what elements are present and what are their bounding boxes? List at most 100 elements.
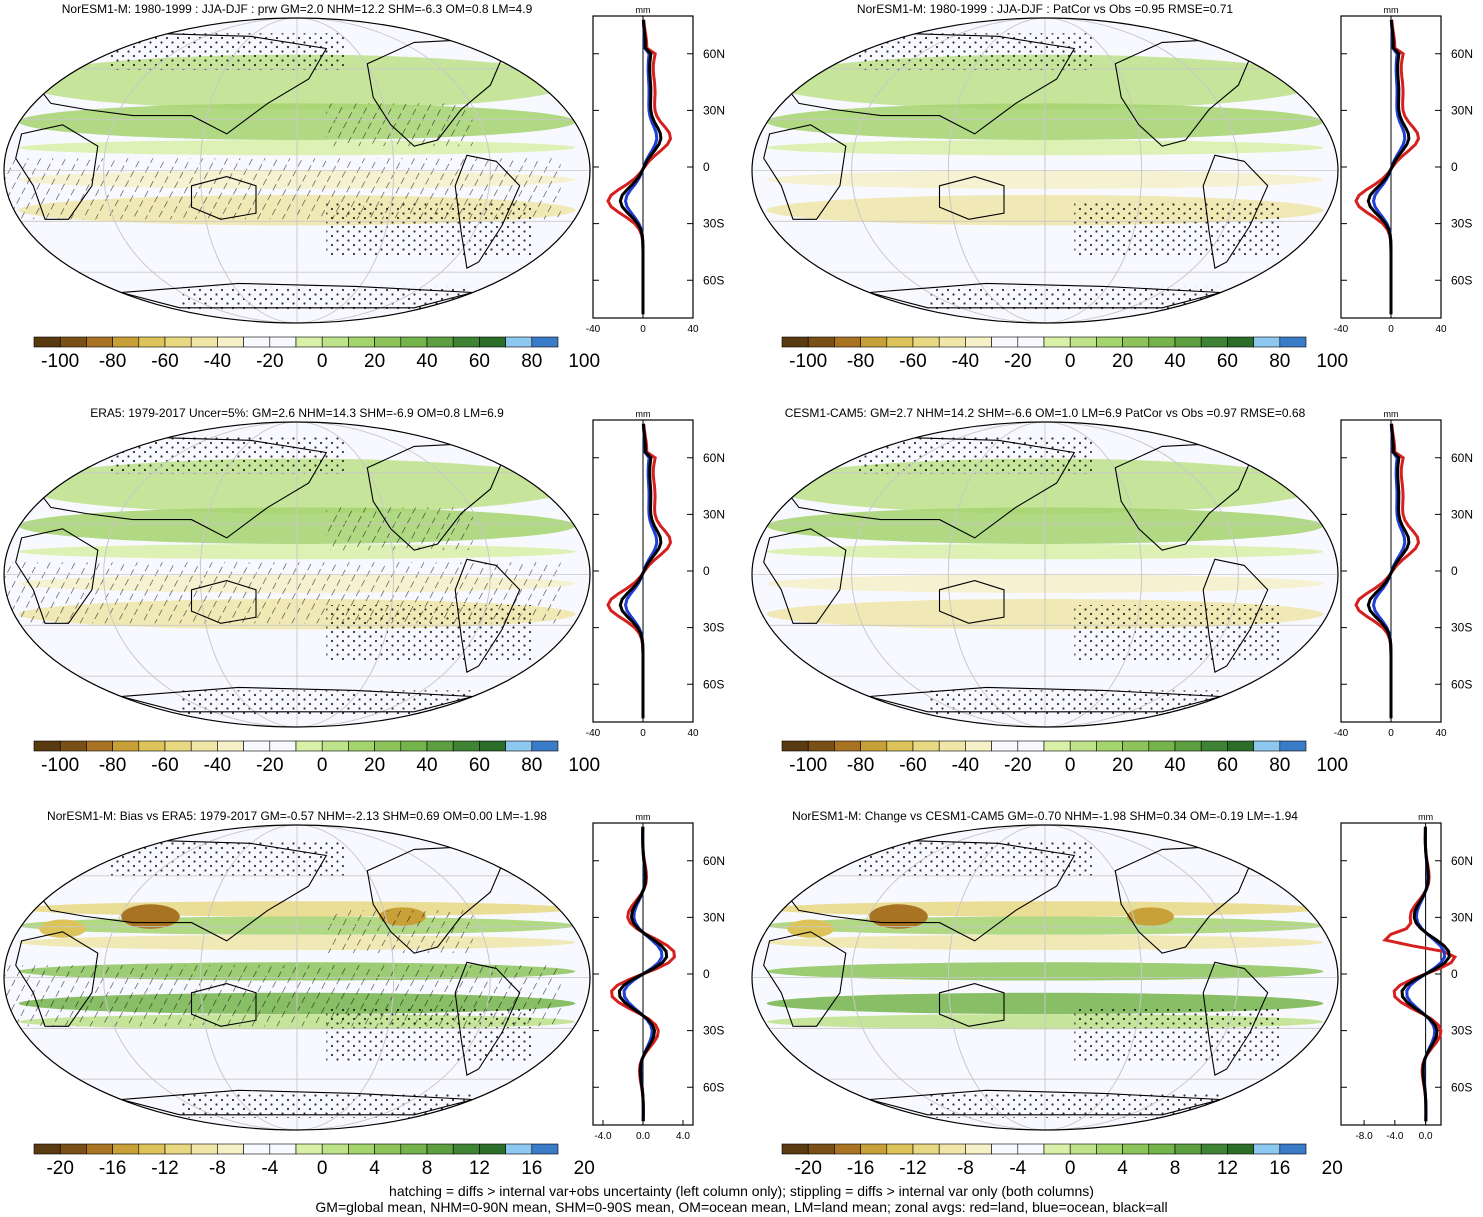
zonal-line-land (606, 423, 673, 719)
panel-6: NorESM1-M: Change vs CESM1-CAM5 GM=-0.70… (751, 809, 1473, 1179)
colorbar-tick-label: 40 (1164, 351, 1185, 372)
colorbar-swatch (912, 336, 940, 348)
zonal-xtick-label: 40 (1435, 728, 1447, 739)
longitude-gridline (199, 18, 395, 323)
colorbar-tick-label: -8 (957, 1158, 974, 1179)
panel-title: CESM1-CAM5: GM=2.7 NHM=14.2 SHM=-6.6 OM=… (785, 406, 1306, 420)
colorbar-tick-label: 4 (369, 1158, 380, 1179)
zonal-ytick-label: 60S (1451, 273, 1472, 287)
colorbar-tick-label: 100 (1316, 351, 1348, 372)
colorbar-swatch (1148, 336, 1176, 348)
colorbar-swatch (164, 1143, 192, 1155)
colorbar-swatch (912, 1143, 940, 1155)
stippling-region (109, 840, 344, 877)
colorbar-swatch (452, 336, 480, 348)
zonal-xtick-label: 0.0 (636, 1131, 650, 1142)
colorbar-tick-label: 0 (317, 755, 328, 776)
zonal-ytick-label: 60N (703, 854, 725, 868)
colorbar-swatch (1096, 1143, 1123, 1155)
colorbar-swatch (33, 336, 61, 348)
colorbar-tick-label: -80 (99, 351, 126, 372)
colorbar-swatch (1043, 336, 1071, 348)
continent-outline (938, 176, 1005, 220)
colorbar-tick-label: 0 (1065, 755, 1076, 776)
zonal-ytick-label: 30N (1451, 910, 1473, 924)
colorbar-tick-label: -20 (46, 1158, 73, 1179)
panel-2: NorESM1-M: 1980-1999 : JJA-DJF : PatCor … (751, 2, 1473, 372)
colorbar-swatch (1200, 336, 1228, 348)
colorbar-swatch (938, 336, 966, 348)
colorbar-swatch (834, 1143, 861, 1155)
longitude-gridline (947, 825, 1143, 1130)
colorbar-swatch (452, 740, 480, 752)
colorbar-swatch (860, 1143, 888, 1155)
zonal-xtick-label: 40 (687, 728, 699, 739)
zonal-line-all (1400, 826, 1451, 1122)
colorbar-tick-label: -20 (1004, 755, 1031, 776)
colorbar-tick-label: -12 (151, 1158, 178, 1179)
zonal-unit-label: mm (1418, 812, 1433, 822)
colorbar-swatch (1096, 336, 1123, 348)
colorbar-swatch (243, 740, 271, 752)
colorbar-tick-label: 12 (469, 1158, 490, 1179)
zonal-xtick-label: 0 (1388, 728, 1394, 739)
colorbar-swatch (86, 740, 113, 752)
colorbar-tick-label: -60 (151, 351, 178, 372)
colorbar-tick-label: 20 (1322, 1158, 1343, 1179)
panel-title: ERA5: 1979-2017 Uncer=5%: GM=2.6 NHM=14.… (90, 406, 504, 420)
zonal-ytick-label: 60N (703, 47, 725, 61)
colorbar-swatch (1017, 336, 1045, 348)
continent-outline (763, 124, 847, 220)
colorbar-tick-label: 80 (521, 755, 542, 776)
colorbar-tick-label: -20 (256, 351, 283, 372)
colorbar-tick-label: -8 (209, 1158, 226, 1179)
colorbar-tick-label: 20 (1112, 755, 1133, 776)
zonal-xtick-label: -4.0 (1386, 1131, 1404, 1142)
colorbar-swatch (1174, 336, 1202, 348)
colorbar-swatch (1279, 1143, 1307, 1155)
colorbar-swatch (1253, 740, 1281, 752)
colorbar-swatch (1017, 1143, 1045, 1155)
colorbar-swatch (190, 1143, 218, 1155)
colorbar-swatch (965, 740, 992, 752)
stippling-region (1074, 201, 1280, 256)
continent-outline (938, 580, 1005, 624)
colorbar-swatch (269, 740, 297, 752)
footer-line-1: hatching = diffs > internal var+obs unce… (389, 1183, 1094, 1199)
colorbar-swatch (1279, 336, 1307, 348)
colorbar-tick-label: -40 (952, 755, 979, 776)
stippling-region (109, 33, 344, 70)
colorbar-swatch (938, 1143, 966, 1155)
longitude-gridline (199, 825, 395, 1130)
zonal-line-all (618, 19, 663, 315)
continent-outline (1202, 961, 1269, 1076)
colorbar-tick-label: -80 (847, 755, 874, 776)
zonal-ytick-label: 60S (703, 1080, 724, 1094)
colorbar-swatch (991, 1143, 1019, 1155)
continent-outline (190, 176, 257, 220)
map-field (752, 825, 1338, 1130)
longitude-gridline (851, 422, 1239, 727)
map-field (752, 18, 1338, 323)
colorbar-swatch (505, 336, 533, 348)
colorbar-swatch (1122, 1143, 1150, 1155)
panel-title: NorESM1-M: Change vs CESM1-CAM5 GM=-0.70… (792, 809, 1298, 823)
colorbar-swatch (781, 740, 809, 752)
panel-title: NorESM1-M: 1980-1999 : JJA-DJF : PatCor … (857, 2, 1233, 16)
colorbar-swatch (1043, 740, 1071, 752)
colorbar-swatch (807, 1143, 835, 1155)
continent-outline (763, 931, 847, 1027)
colorbar-swatch (374, 1143, 402, 1155)
longitude-gridline (851, 825, 1239, 1130)
colorbar-tick-label: 40 (416, 351, 437, 372)
colorbar-swatch (86, 336, 113, 348)
colorbar-swatch (860, 336, 888, 348)
continent-outline (938, 983, 1005, 1027)
colorbar-swatch (479, 740, 506, 752)
zonal-ytick-label: 60S (1451, 677, 1472, 691)
map-border (3, 17, 591, 324)
hatching-region (4, 158, 561, 220)
longitude-gridline (851, 18, 1239, 323)
colorbar-swatch (243, 336, 271, 348)
